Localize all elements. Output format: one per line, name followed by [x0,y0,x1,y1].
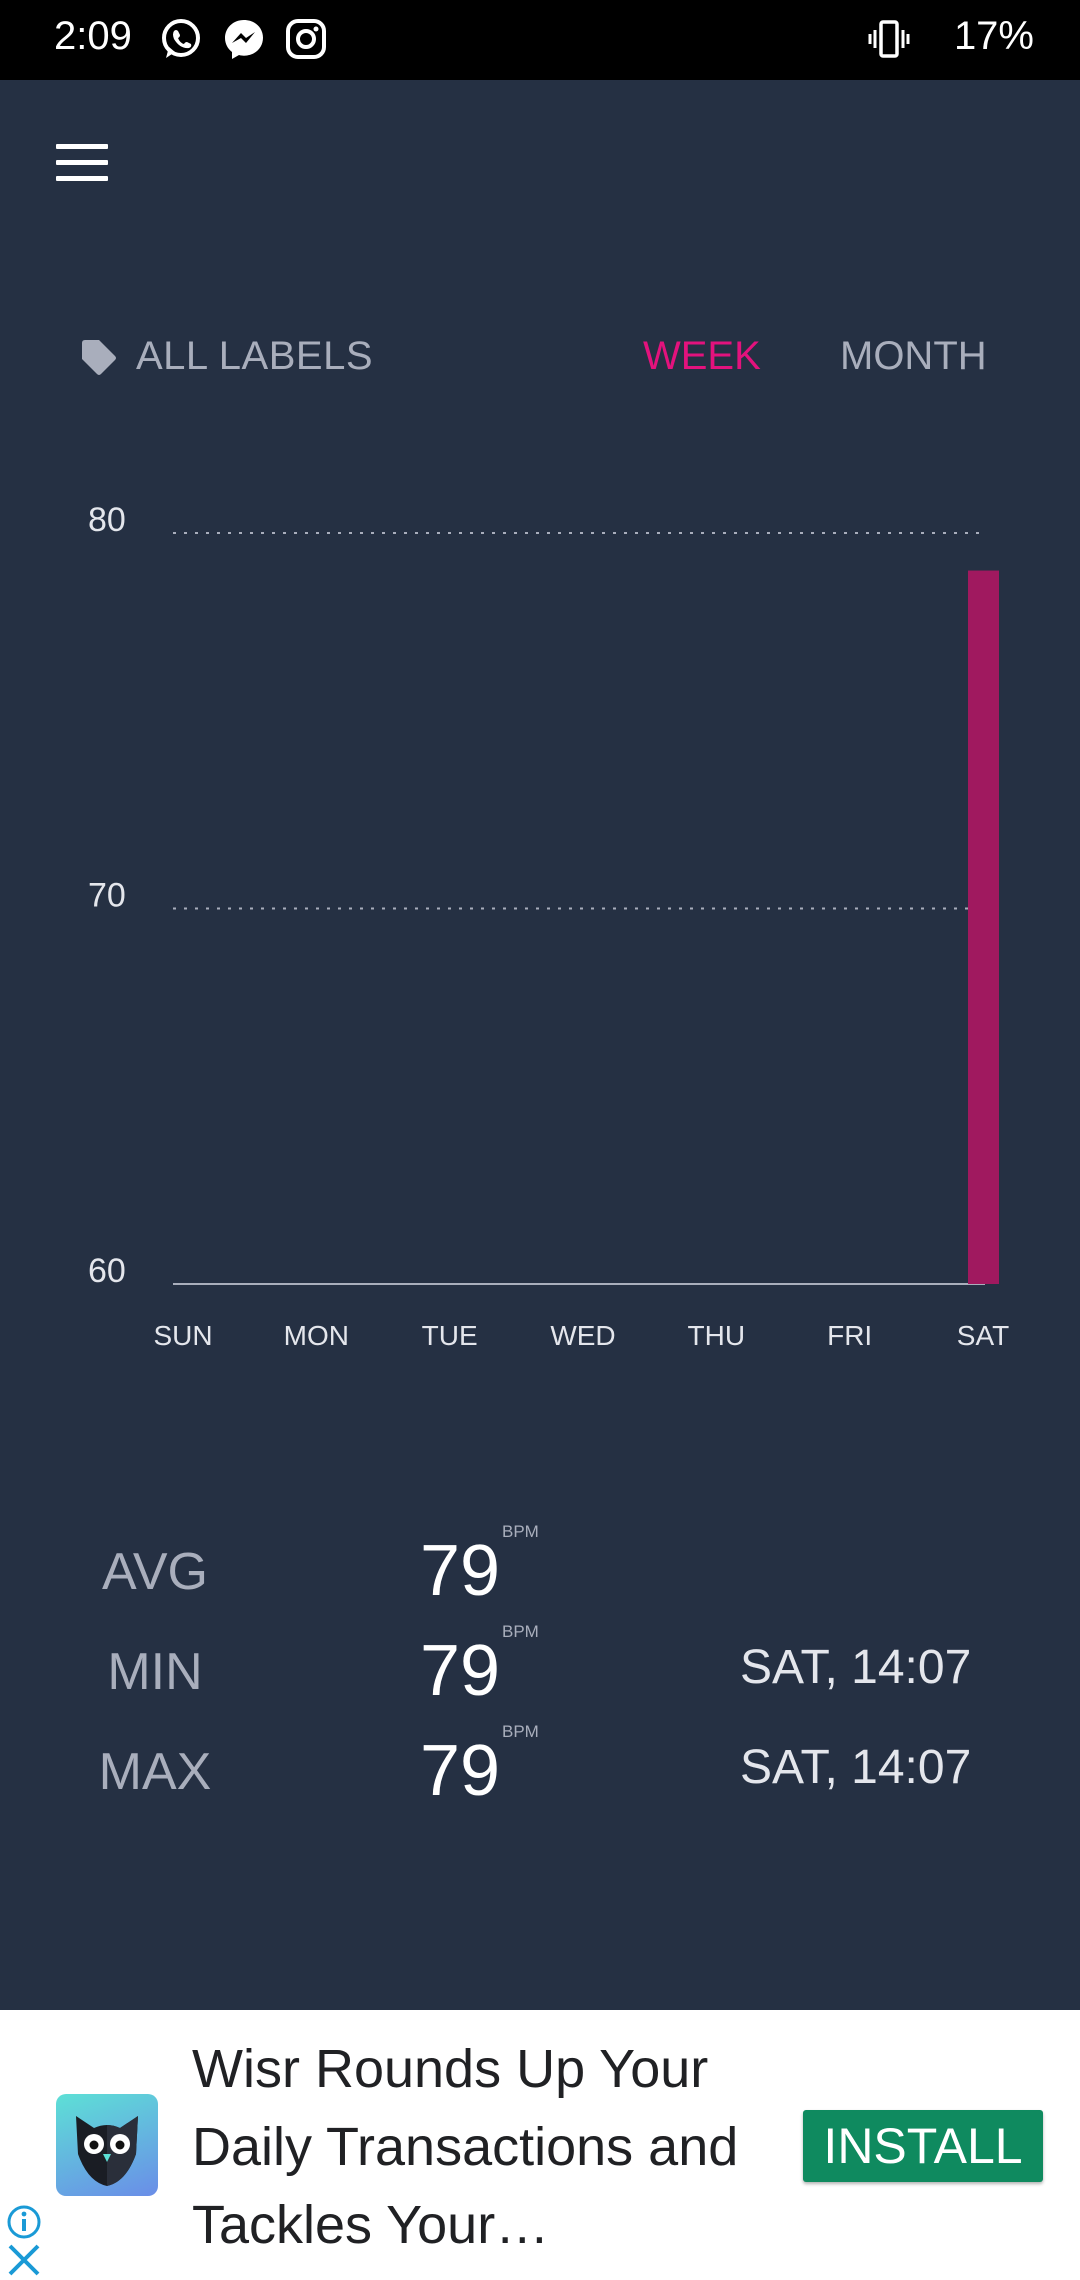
battery-level: 17% [953,14,1034,58]
all-labels-filter[interactable]: ALL LABELS [78,334,373,379]
stat-value: 79 [420,1531,501,1611]
hamburger-menu-icon[interactable] [52,138,112,188]
stat-row-avg: AVG 79 BPM [0,1520,1080,1620]
instagram-icon [286,19,326,59]
all-labels-label: ALL LABELS [136,334,374,378]
x-tick-label: THU [688,1320,746,1351]
y-tick-label: 60 [88,1252,126,1290]
stat-when: SAT, 14:07 [740,1741,972,1794]
install-button[interactable]: INSTALL [803,2110,1043,2182]
y-tick-label: 80 [88,501,126,539]
tab-week[interactable]: WEEK [643,334,761,378]
heart-rate-chart: 60 70 80 SUN MON TUE WED THU FRI SAT [88,501,1009,1351]
ad-app-logo[interactable] [56,2094,158,2196]
stat-row-max: MAX 79 BPM SAT, 14:07 [0,1720,1080,1820]
status-bar: 2:09 17% [0,0,1080,80]
close-icon[interactable] [4,2240,44,2280]
stat-when: SAT, 14:07 [740,1641,972,1694]
x-tick-label: SUN [153,1320,212,1351]
bar-sat [968,570,999,1284]
stat-row-min: MIN 79 BPM SAT, 14:07 [0,1620,1080,1720]
whatsapp-icon [162,19,200,58]
ad-banner[interactable]: Wisr Rounds Up Your Daily Transactions a… [0,2010,1080,2280]
owl-logo-icon [76,2116,138,2186]
stat-unit: BPM [502,1722,539,1741]
x-tick-label: MON [284,1320,349,1351]
stat-unit: BPM [502,1622,539,1641]
ad-headline[interactable]: Wisr Rounds Up Your Daily Transactions a… [192,2039,739,2255]
stat-label: MAX [98,1743,212,1801]
stat-label: MIN [107,1643,203,1701]
vibrate-icon [868,20,910,58]
x-tick-label: WED [550,1320,615,1351]
status-time: 2:09 [54,14,132,58]
x-tick-label: TUE [422,1320,478,1351]
stat-value: 79 [420,1631,501,1711]
info-icon[interactable] [6,2204,42,2240]
stat-value: 79 [420,1731,501,1811]
stat-unit: BPM [502,1522,539,1541]
messenger-icon [225,20,263,59]
stat-label: AVG [102,1543,208,1601]
tab-month[interactable]: MONTH [840,334,987,378]
tag-icon [82,339,116,375]
x-tick-label: FRI [827,1320,872,1351]
x-tick-label: SAT [957,1320,1009,1351]
y-tick-label: 70 [88,877,126,915]
